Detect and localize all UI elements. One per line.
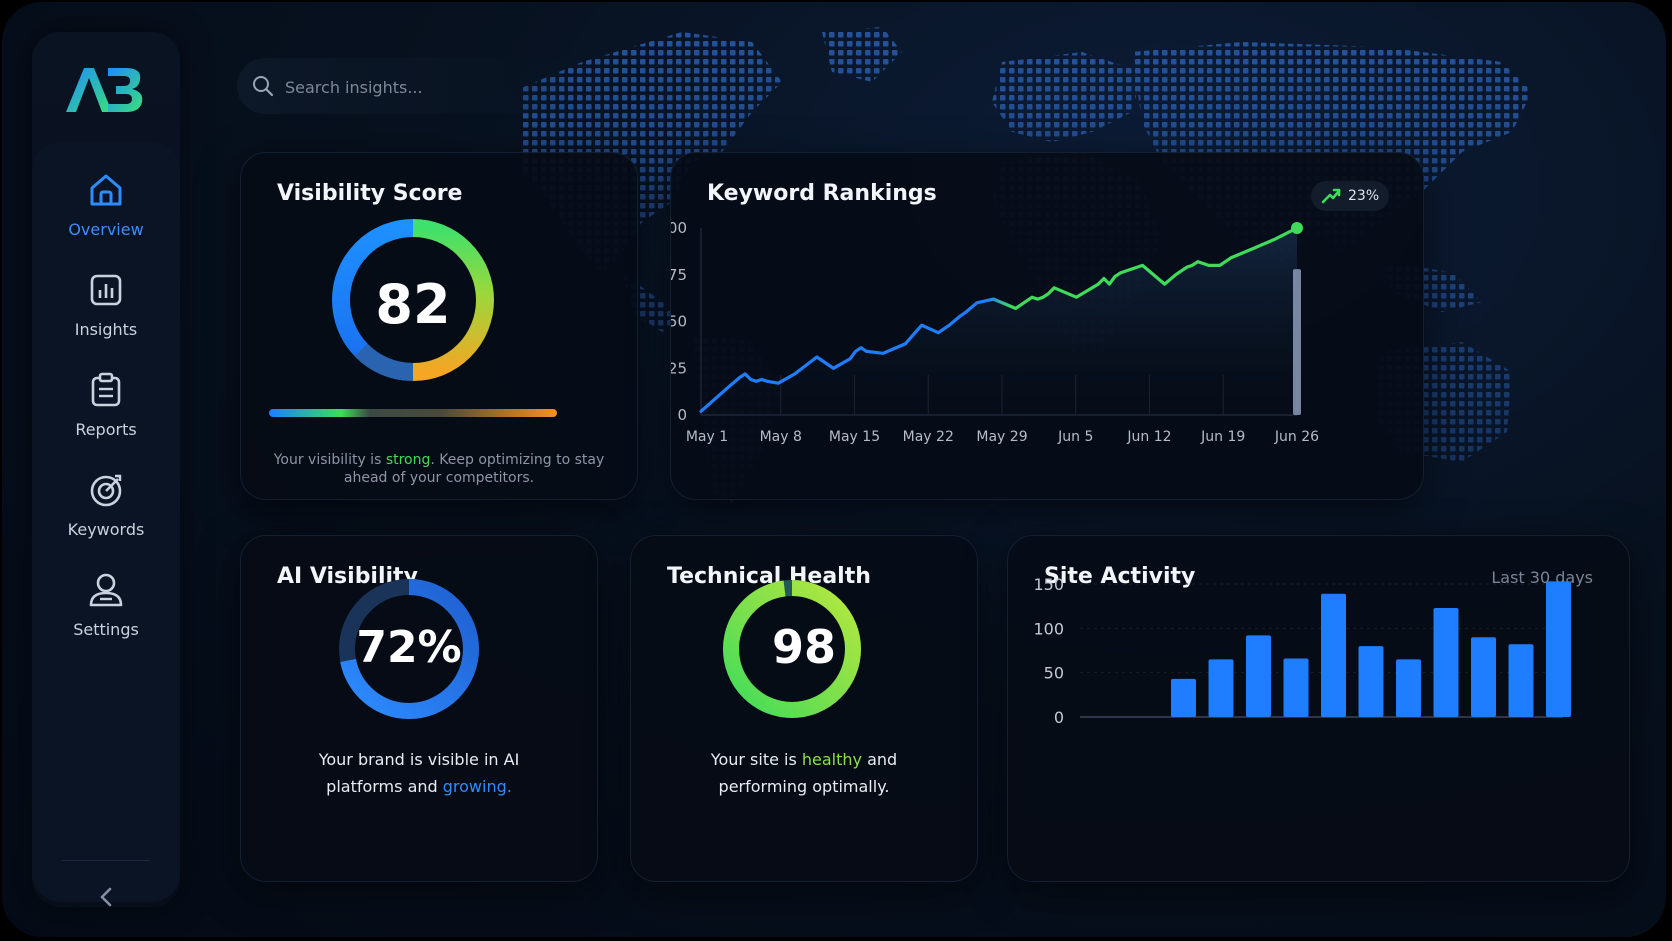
desc-text: . Keep optimizing to stay ahead of your …	[343, 452, 605, 486]
line-area	[701, 228, 1297, 415]
keyword-rankings-card: Keyword Rankings 23% 0 25 50 75 100 May 1 May …	[670, 152, 1424, 500]
technical-health-description: Your site is healthy and performing opti…	[631, 746, 977, 800]
series-line	[699, 226, 1299, 413]
y-tick-label: 0	[677, 406, 687, 424]
technical-health-gauge	[723, 580, 861, 718]
x-tick-label: May 15	[829, 429, 880, 445]
ai-visibility-value: 72%	[356, 622, 462, 673]
bar	[1358, 646, 1384, 717]
x-tick-label: May 8	[760, 429, 802, 445]
y-tick-label: 0	[1054, 708, 1064, 727]
sidebar-item-insights[interactable]: Insights	[32, 270, 180, 360]
sidebar-divider	[62, 860, 150, 861]
logo-area	[32, 32, 180, 142]
search-bar	[237, 58, 577, 114]
visibility-score-value: 82	[375, 273, 451, 336]
sidebar-item-label: Reports	[75, 420, 137, 439]
highlight-bar	[1293, 269, 1301, 415]
sidebar-item-keywords[interactable]: Keywords	[32, 470, 180, 560]
clipboard-icon	[91, 372, 121, 407]
desc-text: Your site is	[710, 750, 802, 769]
bar	[1433, 607, 1459, 717]
card-title: Visibility Score	[277, 181, 463, 206]
y-tick-label: 75	[671, 266, 687, 284]
x-tick-label: May 1	[686, 429, 728, 445]
user-settings-icon	[89, 573, 123, 607]
desc-text: platforms and	[326, 777, 443, 796]
sidebar-item-label: Overview	[68, 220, 144, 239]
y-tick-label: 100	[1033, 619, 1064, 638]
bar	[1471, 637, 1496, 717]
search-input[interactable]	[283, 72, 567, 102]
x-tick-label: May 22	[903, 429, 954, 445]
y-tick-label: 150	[1033, 575, 1064, 594]
desc-line: Your brand is visible in AI	[318, 750, 520, 769]
site-activity-chart: 0 50 100 150	[1033, 575, 1571, 727]
desc-line: performing optimally.	[718, 777, 890, 796]
bar	[1171, 678, 1196, 717]
keyword-rankings-chart: 0 25 50 75 100 May 1 May 8 May 15 May 22 May 29 Ju…	[671, 219, 1319, 445]
target-icon	[90, 474, 122, 507]
bar	[1283, 658, 1309, 717]
y-tick-label: 100	[671, 219, 687, 237]
sidebar: Overview Insights Reports	[32, 32, 180, 907]
data-point	[1291, 222, 1303, 234]
y-tick-label: 50	[671, 313, 687, 331]
chevron-left-icon[interactable]	[86, 877, 126, 917]
card-title: Site Activity	[1044, 564, 1196, 589]
brand-logo[interactable]	[64, 62, 148, 118]
x-tick-label: Jun 26	[1274, 429, 1319, 445]
ai-visibility-description: Your brand is visible in AI platforms an…	[241, 746, 597, 800]
desc-highlight: growing.	[442, 777, 512, 796]
bar	[1396, 659, 1421, 717]
gauge-progress	[723, 580, 861, 718]
bar	[1321, 593, 1346, 717]
y-tick-label: 25	[671, 359, 687, 377]
bar	[1508, 644, 1534, 717]
technical-health-value: 98	[771, 620, 836, 674]
site-activity-card: Site Activity Last 30 days 0 50 100 150	[1007, 535, 1630, 882]
technical-health-card: Technical Health 98 Your site is healthy…	[630, 535, 978, 882]
y-tick-label: 50	[1044, 664, 1064, 683]
visibility-score-card: Visibility Score 82 Your	[240, 152, 638, 500]
home-icon	[90, 174, 122, 206]
visibility-description: Your visibility is strong. Keep optimizi…	[271, 451, 607, 487]
sidebar-item-reports[interactable]: Reports	[32, 370, 180, 460]
sidebar-item-label: Insights	[74, 320, 138, 339]
bar-chart-icon	[90, 274, 122, 306]
desc-highlight: healthy	[801, 750, 863, 769]
sidebar-item-overview[interactable]: Overview	[32, 170, 180, 260]
ai-visibility-gauge	[339, 579, 479, 719]
desc-text: Your visibility is	[273, 452, 386, 468]
trend-badge: 23%	[1311, 181, 1389, 211]
bar	[1246, 635, 1271, 717]
x-tick-label: May 29	[976, 429, 1027, 445]
ai-visibility-card: AI Visibility 72% Your brand is visible …	[240, 535, 598, 882]
x-tick-label: Jun 19	[1200, 429, 1245, 445]
visibility-gauge	[269, 219, 557, 417]
sidebar-item-settings[interactable]: Settings	[32, 570, 180, 660]
x-tick-label: Jun 5	[1057, 429, 1093, 445]
x-tick-label: Jun 12	[1126, 429, 1171, 445]
desc-highlight: strong	[385, 452, 431, 468]
bar	[1546, 581, 1571, 717]
desc-text: and	[862, 750, 898, 769]
bar	[1208, 659, 1234, 717]
trend-up-icon	[1321, 188, 1341, 204]
gauge-progress	[339, 579, 479, 719]
card-title: Keyword Rankings	[707, 181, 937, 206]
sidebar-nav: Overview Insights Reports	[32, 142, 180, 907]
sidebar-item-label: Settings	[73, 620, 139, 639]
sidebar-item-label: Keywords	[67, 520, 145, 539]
trend-badge-value: 23%	[1348, 188, 1380, 204]
search-icon	[253, 76, 274, 97]
